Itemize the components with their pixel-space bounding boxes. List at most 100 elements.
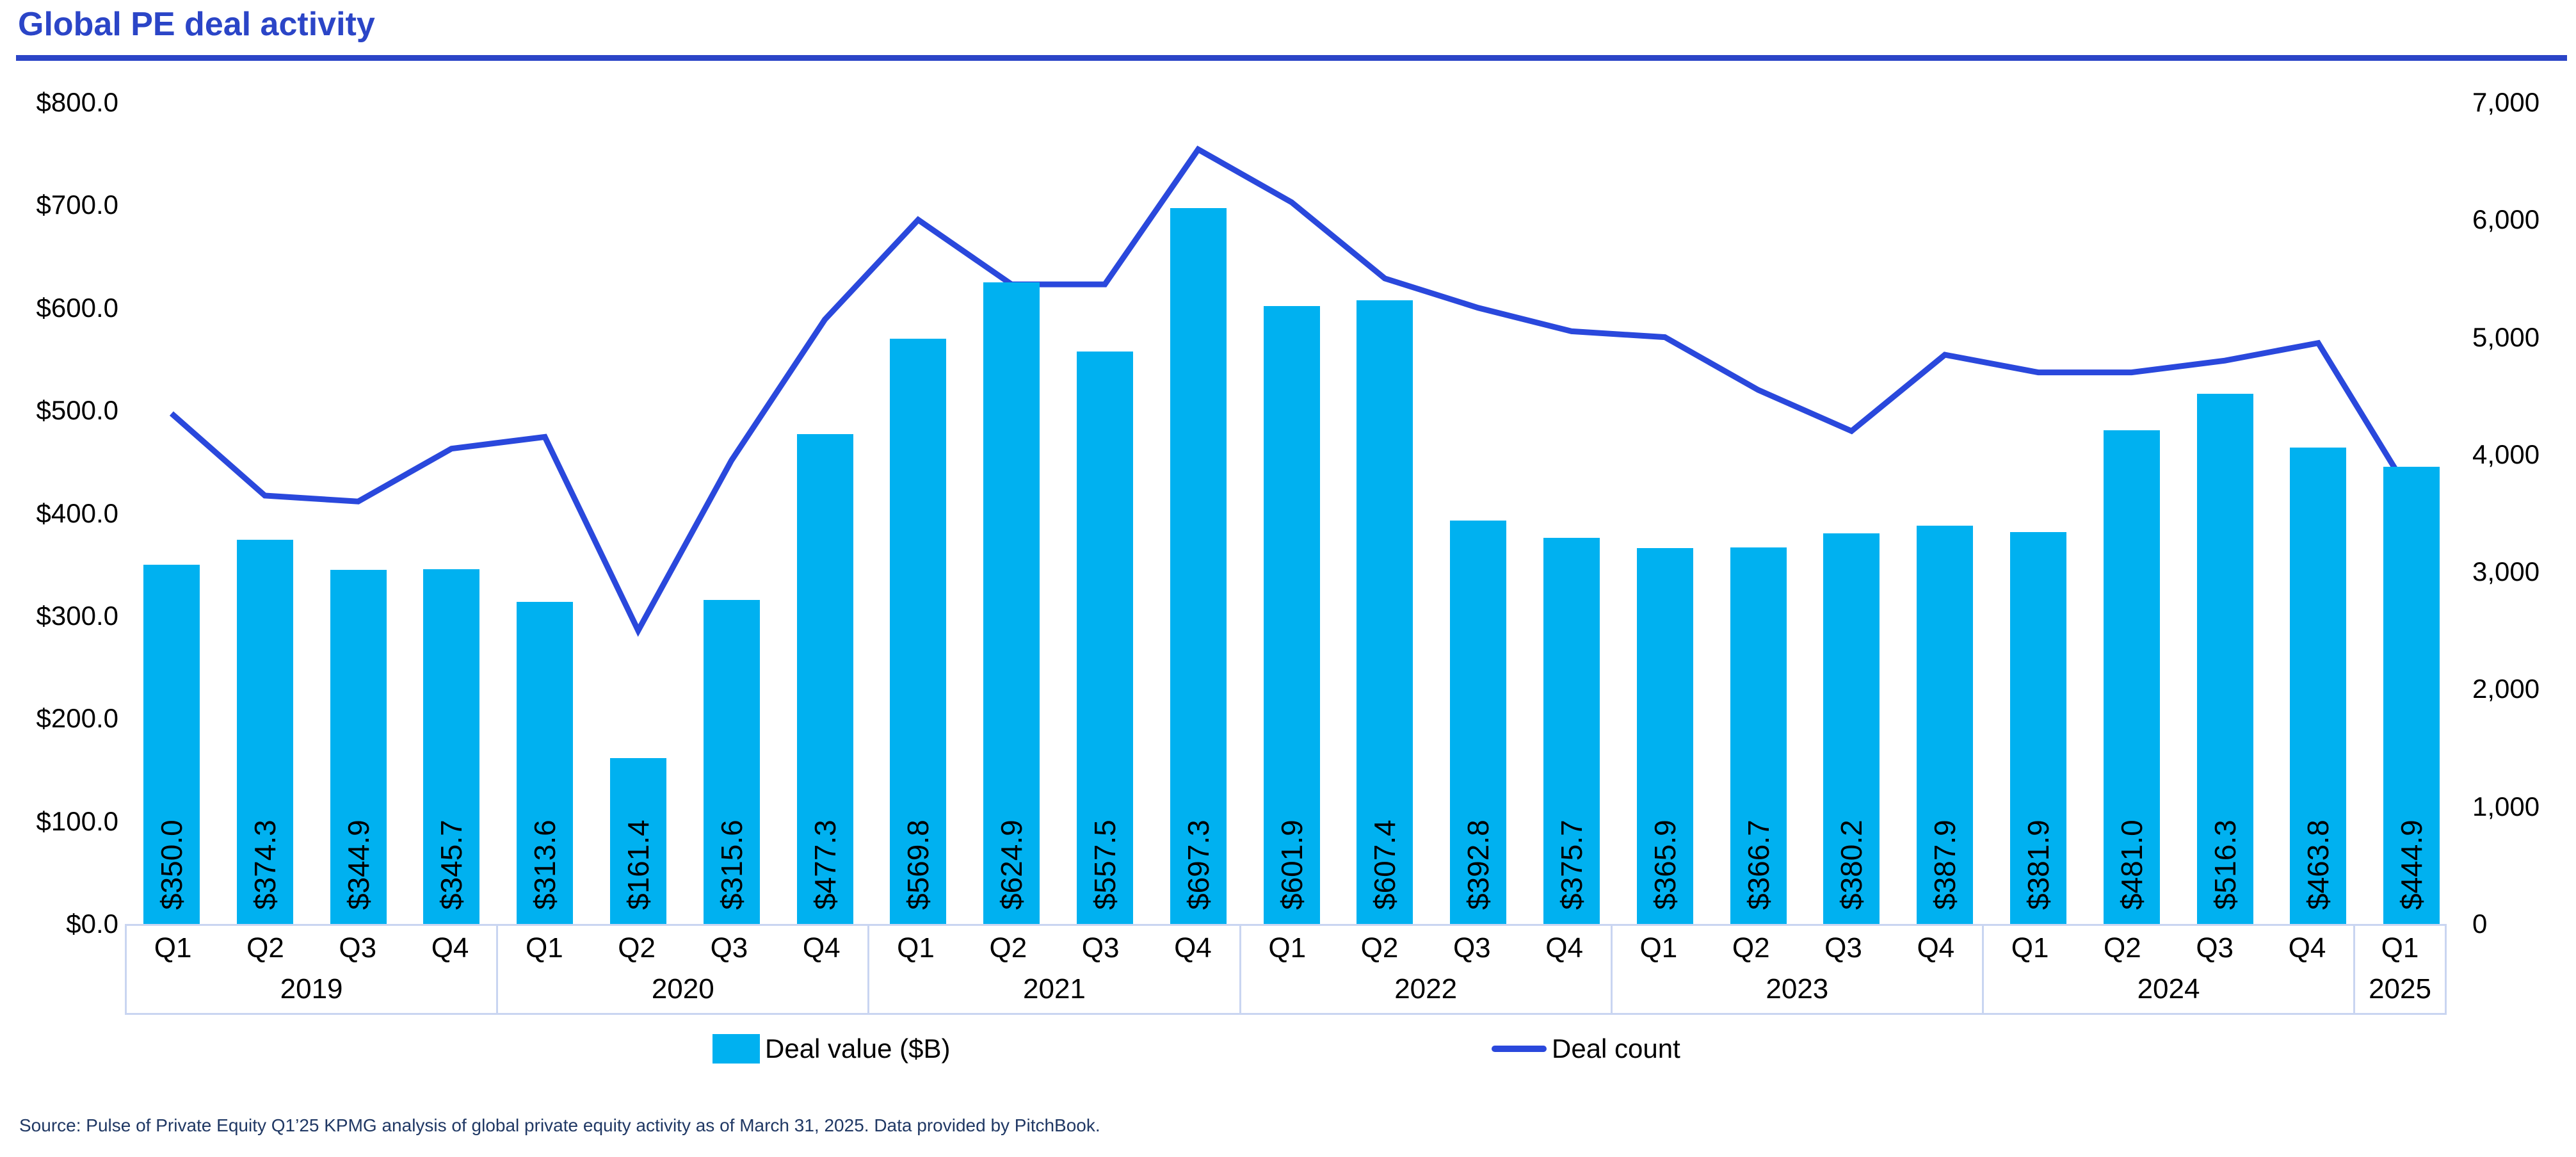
bar-value-label: $365.9 xyxy=(1648,820,1682,910)
x-axis-year-group: Q1 Q2 Q3 Q4 2019 xyxy=(125,924,499,1015)
bar-deal-value xyxy=(2103,430,2160,924)
y-axis-tick-right: 5,000 xyxy=(2472,321,2540,352)
bar-value-label: $161.4 xyxy=(621,820,655,910)
x-axis-quarter-label: Q4 xyxy=(2288,932,2326,964)
x-axis-quarter-label: Q1 xyxy=(2011,932,2049,964)
x-axis-year-label: 2025 xyxy=(2369,973,2431,1005)
x-axis-year-label: 2022 xyxy=(1394,973,1458,1005)
bar-value-label: $481.0 xyxy=(2114,820,2148,910)
x-axis-year-group: Q1 Q2 Q3 Q4 2023 xyxy=(1610,924,1984,1015)
bar-deal-value xyxy=(2383,467,2440,924)
y-axis-tick-left: $400.0 xyxy=(36,498,118,528)
bar-value-label: $607.4 xyxy=(1368,820,1402,910)
source-note: Source: Pulse of Private Equity Q1’25 KP… xyxy=(19,1115,1100,1135)
x-axis-quarter-label: Q3 xyxy=(1453,932,1491,964)
y-axis-tick-left: $200.0 xyxy=(36,703,118,734)
bar-value-label: $624.9 xyxy=(995,820,1029,910)
bar-value-label: $380.2 xyxy=(1835,820,1869,910)
bar-deal-value xyxy=(796,433,853,924)
bar-deal-value xyxy=(1543,538,1600,924)
x-axis-quarter-label: Q1 xyxy=(1268,932,1307,964)
x-axis-quarter-label: Q3 xyxy=(339,932,377,964)
bar-deal-value xyxy=(143,564,200,924)
y-axis-tick-left: $700.0 xyxy=(36,190,118,220)
bar-deal-value xyxy=(2196,393,2253,924)
bar-value-label: $601.9 xyxy=(1275,820,1308,910)
x-axis-year-group: Q1 Q2 Q3 Q4 2022 xyxy=(1239,924,1613,1015)
bar-value-label: $313.6 xyxy=(528,820,562,910)
legend-deal-value-label: Deal value ($B) xyxy=(765,1033,951,1064)
x-axis-year-label: 2024 xyxy=(2137,973,2200,1005)
deal-count-line-layer xyxy=(169,145,2414,637)
bar-value-label: $374.3 xyxy=(248,820,282,910)
x-axis-year-label: 2021 xyxy=(1023,973,1086,1005)
bar-value-label: $366.7 xyxy=(1741,820,1775,910)
legend-deal-count-label: Deal count xyxy=(1552,1033,1680,1064)
bar-deal-value xyxy=(1450,521,1507,924)
x-axis-quarter-label: Q1 xyxy=(525,932,563,964)
y-axis-tick-left: $600.0 xyxy=(36,292,118,323)
x-axis-quarter-label: Q1 xyxy=(2381,932,2419,964)
x-axis-year-label: 2020 xyxy=(651,973,714,1005)
x-axis-quarter-label: Q4 xyxy=(1174,932,1212,964)
page-title: Global PE deal activity xyxy=(18,6,375,43)
bar-deal-value xyxy=(330,569,387,924)
deal-value-swatch xyxy=(712,1034,760,1064)
bar-value-label: $345.7 xyxy=(435,820,469,910)
x-axis-quarter-label: Q4 xyxy=(1545,932,1583,964)
bar-value-label: $516.3 xyxy=(2208,820,2242,910)
x-axis-quarter-label: Q1 xyxy=(897,932,935,964)
bar-deal-value xyxy=(983,282,1040,924)
x-axis-quarter-label: Q3 xyxy=(710,932,748,964)
bar-deal-value xyxy=(1076,351,1133,924)
y-axis-tick-left: $0.0 xyxy=(66,909,118,939)
bar-value-label: $375.7 xyxy=(1554,820,1588,910)
bar-deal-value xyxy=(1263,305,1320,924)
y-axis-tick-right: 1,000 xyxy=(2472,791,2540,821)
x-axis-year-group: Q1 2025 xyxy=(2353,924,2447,1015)
x-axis-quarter-label: Q3 xyxy=(1081,932,1120,964)
bar-deal-value xyxy=(2290,448,2347,924)
bar-value-label: $392.8 xyxy=(1461,820,1495,910)
x-axis-quarter-label: Q4 xyxy=(431,932,469,964)
bar-value-label: $557.5 xyxy=(1088,820,1122,910)
bar-deal-value xyxy=(236,539,293,924)
x-axis-year-label: 2019 xyxy=(280,973,343,1005)
x-axis-quarter-label: Q2 xyxy=(1360,932,1399,964)
x-axis-quarter-label: Q2 xyxy=(246,932,284,964)
bar-deal-value xyxy=(1823,533,1880,924)
bar-deal-value xyxy=(1170,207,1227,924)
bar-value-label: $387.9 xyxy=(1928,820,1962,910)
bar-value-label: $477.3 xyxy=(808,820,842,910)
bar-value-label: $381.9 xyxy=(2021,820,2055,910)
x-axis-quarter-label: Q1 xyxy=(1639,932,1678,964)
legend-item-deal-count: Deal count xyxy=(1492,1031,1680,1067)
bar-value-label: $463.8 xyxy=(2301,820,2335,910)
bar-deal-value xyxy=(2009,531,2066,924)
y-axis-tick-right: 6,000 xyxy=(2472,204,2540,235)
y-axis-tick-right: 0 xyxy=(2472,909,2488,939)
x-axis-quarter-label: Q3 xyxy=(1824,932,1862,964)
bar-deal-value xyxy=(890,339,947,924)
bar-value-label: $315.6 xyxy=(714,820,748,910)
bar-value-label: $569.8 xyxy=(901,820,935,910)
bar-deal-value xyxy=(1730,547,1787,924)
legend-item-deal-value: Deal value ($B) xyxy=(712,1031,950,1067)
bar-value-label: $697.3 xyxy=(1181,820,1215,910)
x-axis-quarter-label: Q4 xyxy=(802,932,841,964)
bar-deal-value xyxy=(517,602,574,924)
y-axis-tick-left: $100.0 xyxy=(36,805,118,836)
bar-deal-value xyxy=(1636,548,1693,924)
y-axis-tick-left: $800.0 xyxy=(36,87,118,117)
x-axis-quarter-label: Q2 xyxy=(618,932,656,964)
y-axis-tick-left: $500.0 xyxy=(36,395,118,426)
x-axis-year-group: Q1 Q2 Q3 Q4 2020 xyxy=(496,924,870,1015)
x-axis-year-group: Q1 Q2 Q3 Q4 2024 xyxy=(1981,924,2356,1015)
y-axis-tick-right: 2,000 xyxy=(2472,674,2540,704)
y-axis-tick-left: $300.0 xyxy=(36,600,118,631)
bar-value-label: $344.9 xyxy=(341,820,375,910)
x-axis-year-group: Q1 Q2 Q3 Q4 2021 xyxy=(867,924,1241,1015)
title-underline xyxy=(16,55,2567,61)
bar-deal-value xyxy=(609,758,666,924)
